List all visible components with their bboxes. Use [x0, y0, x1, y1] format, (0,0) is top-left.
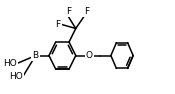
Text: O: O	[86, 51, 93, 60]
Text: F: F	[66, 7, 71, 16]
Text: F: F	[56, 20, 61, 29]
Text: HO: HO	[4, 59, 17, 68]
Text: F: F	[84, 7, 89, 16]
Text: B: B	[33, 51, 39, 60]
Text: HO: HO	[9, 72, 23, 81]
